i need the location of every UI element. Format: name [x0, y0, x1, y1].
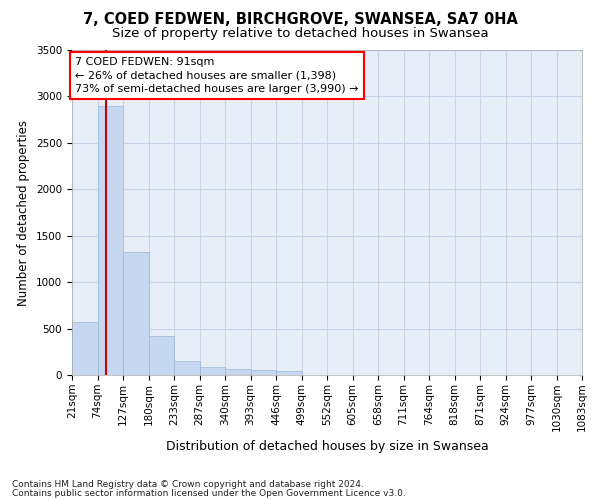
X-axis label: Distribution of detached houses by size in Swansea: Distribution of detached houses by size …: [166, 440, 488, 452]
Text: Contains public sector information licensed under the Open Government Licence v3: Contains public sector information licen…: [12, 489, 406, 498]
Bar: [199, 367, 225, 375]
Bar: [72, 322, 97, 375]
Bar: [149, 336, 174, 375]
Text: 7, COED FEDWEN, BIRCHGROVE, SWANSEA, SA7 0HA: 7, COED FEDWEN, BIRCHGROVE, SWANSEA, SA7…: [83, 12, 517, 28]
Y-axis label: Number of detached properties: Number of detached properties: [17, 120, 31, 306]
Bar: [174, 360, 199, 375]
Bar: [123, 252, 149, 375]
Text: Size of property relative to detached houses in Swansea: Size of property relative to detached ho…: [112, 28, 488, 40]
Text: Contains HM Land Registry data © Crown copyright and database right 2024.: Contains HM Land Registry data © Crown c…: [12, 480, 364, 489]
Bar: [251, 370, 276, 375]
Bar: [97, 106, 123, 375]
Text: 7 COED FEDWEN: 91sqm
← 26% of detached houses are smaller (1,398)
73% of semi-de: 7 COED FEDWEN: 91sqm ← 26% of detached h…: [75, 58, 359, 94]
Bar: [225, 369, 251, 375]
Bar: [276, 372, 302, 375]
